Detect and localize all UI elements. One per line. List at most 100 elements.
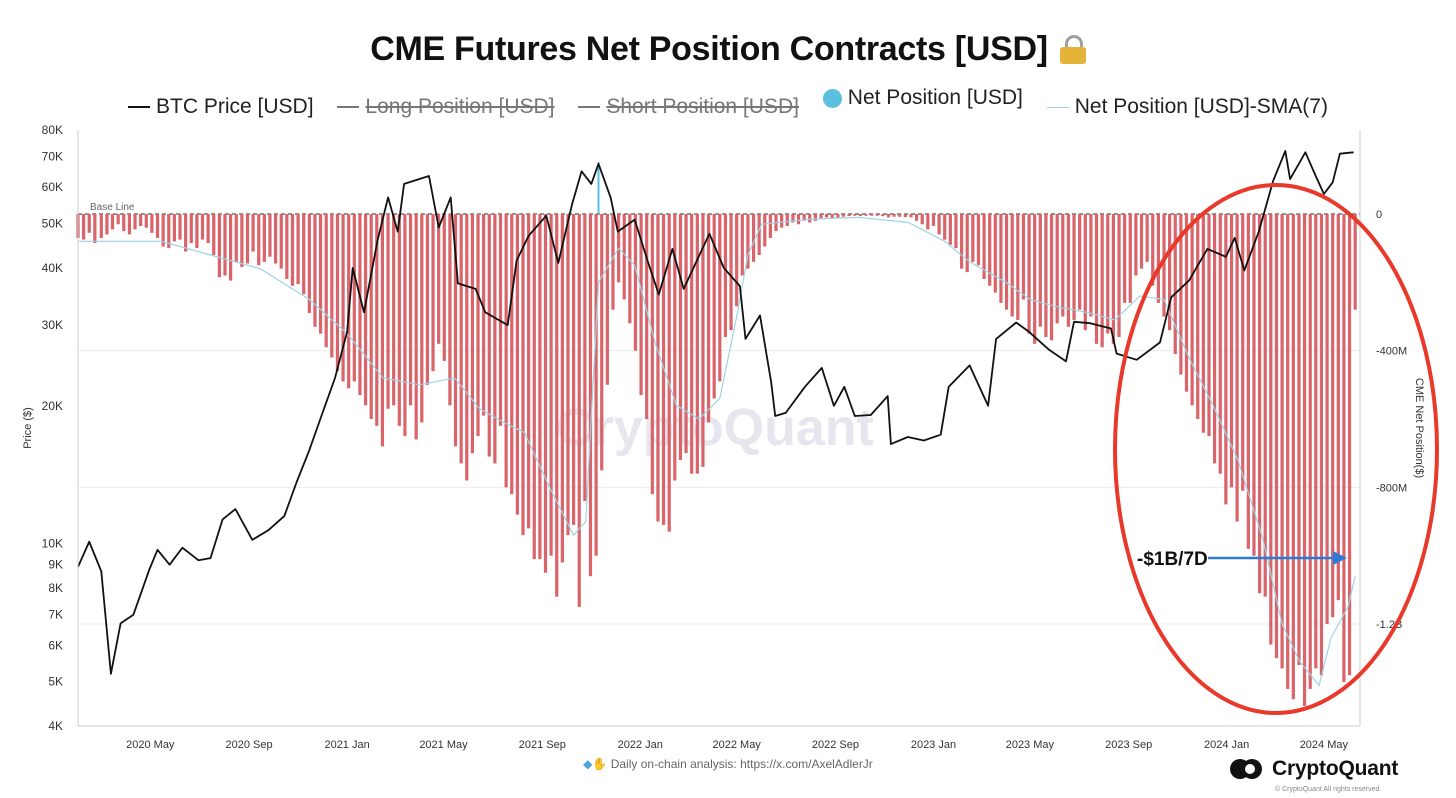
net-position-bar [723, 214, 728, 337]
net-position-bar [673, 214, 677, 481]
net-position-bar [150, 214, 154, 233]
net-position-bar [392, 214, 396, 406]
net-position-bar [847, 214, 851, 217]
y-left-tick-label: 70K [42, 150, 63, 164]
net-position-bar [1094, 214, 1099, 344]
net-position-bar [1010, 214, 1014, 317]
net-position-bar [504, 214, 508, 488]
y-right-tick-label: -800M [1376, 482, 1407, 494]
net-position-bar [347, 214, 351, 389]
net-position-bar [127, 214, 132, 235]
net-position-bar [1196, 214, 1200, 419]
sma-line-layer [78, 162, 1356, 687]
net-position-bar [600, 214, 604, 471]
net-position-bar [864, 214, 868, 216]
chart-title-text: CME Futures Net Position Contracts [USD] [370, 30, 1048, 68]
net-position-bar [881, 214, 885, 217]
net-position-bar [189, 214, 193, 244]
net-position-bar [245, 214, 250, 264]
x-tick-label: 2021 Jan [324, 739, 369, 751]
annotation-label: -$1B/7D [1137, 549, 1208, 570]
y-left-tick-label: 4K [48, 719, 63, 733]
net-position-bar [965, 214, 969, 273]
net-position-bar [813, 214, 817, 221]
net-position-bar [532, 214, 536, 560]
net-position-bar [1111, 214, 1115, 344]
annotation-ellipse [1113, 183, 1439, 715]
net-position-bar [1274, 214, 1279, 659]
net-position-bar [1117, 214, 1121, 337]
net-position-bar [802, 214, 806, 221]
net-position-bar [1235, 214, 1239, 522]
net-position-bar [1342, 214, 1346, 683]
legend-item-long-position[interactable]: Long Position [USD] [337, 95, 555, 119]
net-position-bar [971, 214, 975, 262]
net-position-bar [605, 214, 609, 385]
net-position-bar [886, 214, 891, 218]
net-position-bar [335, 214, 340, 372]
net-position-bar [903, 214, 907, 218]
x-tick-label: 2022 May [713, 739, 762, 751]
net-position-bar [780, 214, 784, 228]
x-tick-label: 2021 May [419, 739, 468, 751]
cryptoquant-logo-icon [1230, 758, 1266, 780]
net-position-bar [487, 214, 491, 457]
net-position-bar [751, 214, 756, 262]
net-position-bar [566, 214, 570, 536]
net-position-bar [420, 214, 424, 423]
y-left-tick-label: 20K [42, 399, 63, 413]
y-left-tick-label: 50K [42, 217, 63, 231]
legend-line-swatch [337, 105, 360, 108]
net-position-bar [1207, 214, 1211, 437]
net-position-bar [583, 214, 587, 501]
net-position-bar [240, 214, 244, 267]
net-position-bar [1151, 214, 1155, 286]
watermark-layer: CryptoQuant [556, 399, 874, 457]
net-position-bar [82, 214, 86, 240]
net-position-bar [656, 214, 660, 522]
net-position-bar [442, 214, 446, 361]
btc-price-line [77, 150, 1354, 675]
net-position-bar [1286, 214, 1290, 689]
net-position-bar [1347, 214, 1352, 676]
net-position-bar [982, 214, 986, 279]
net-position-bar [914, 214, 919, 221]
net-position-bar [1213, 214, 1217, 464]
net-position-bar [718, 214, 722, 382]
net-position-bar [1156, 214, 1160, 303]
net-position-bar [836, 214, 840, 218]
net-position-bar [195, 214, 199, 249]
net-position-bar [650, 214, 654, 495]
net-position-bars [76, 214, 1357, 706]
x-tick-label: 2023 Jan [911, 739, 956, 751]
net-position-bar [341, 214, 345, 382]
net-position-bar [1038, 214, 1042, 327]
net-position-bar [1128, 214, 1132, 303]
net-position-bar [257, 214, 261, 266]
net-position-bar [234, 214, 238, 262]
net-position-bar [1269, 214, 1273, 645]
legend-line-swatch [578, 105, 601, 108]
net-position-bar [172, 214, 176, 242]
net-position-bar [678, 214, 683, 460]
net-position-bar [785, 214, 789, 226]
net-position-bar [375, 214, 379, 426]
net-position-bar [555, 214, 559, 597]
legend-label: Short Position [USD] [606, 94, 799, 118]
net-position-bar [1162, 214, 1166, 317]
net-position-bar [313, 214, 317, 327]
copyright-text: © CryptoQuant All rights reserved. [1275, 786, 1382, 793]
net-position-bar [1179, 214, 1183, 375]
net-position-bar [139, 214, 143, 226]
net-position-bar [695, 214, 699, 474]
net-position-bar [701, 214, 705, 467]
legend-item-short-position[interactable]: Short Position [USD] [578, 95, 799, 119]
net-position-bar [1168, 214, 1172, 331]
legend-item-net-position[interactable]: Net Position [USD] [822, 86, 1023, 110]
legend-item-net-position-sma[interactable]: Net Position [USD]-SMA(7) [1046, 95, 1328, 119]
legend-item-btc-price[interactable]: BTC Price [USD] [128, 95, 314, 119]
net-position-bar [448, 214, 452, 406]
net-position-bar [1055, 214, 1059, 324]
net-position-bar [363, 214, 368, 406]
net-position-bar [403, 214, 407, 437]
